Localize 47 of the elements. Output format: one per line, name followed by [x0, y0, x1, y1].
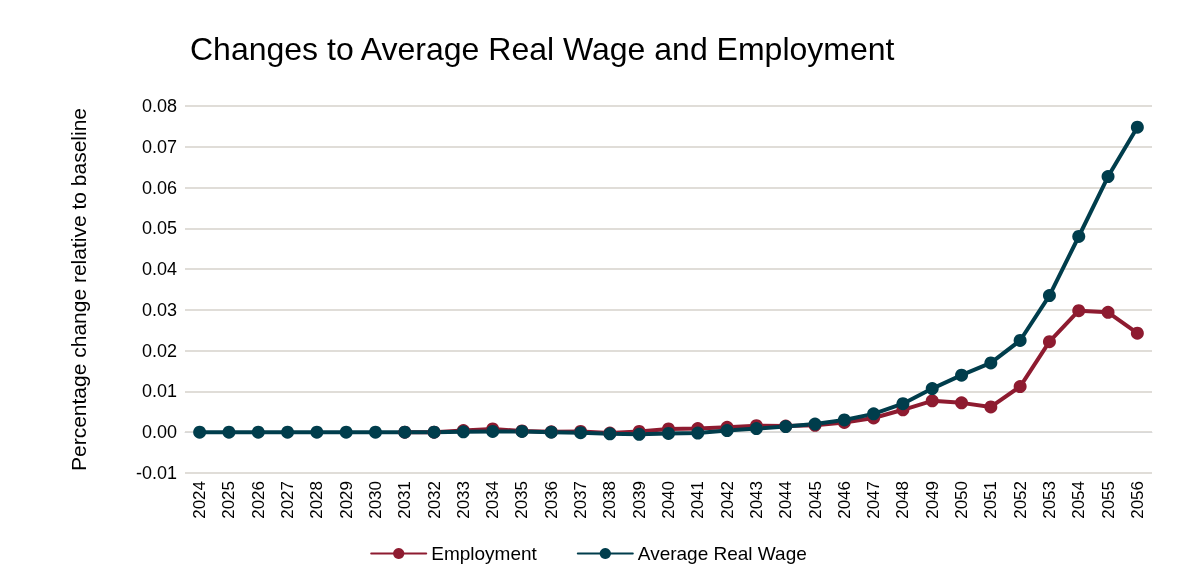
x-tick-label: 2046 — [834, 481, 854, 519]
x-tick-label: 2024 — [190, 481, 210, 519]
x-tick-label: 2039 — [629, 481, 649, 519]
x-tick-label: 2052 — [1010, 481, 1030, 519]
y-tick-label: 0.05 — [141, 218, 177, 239]
y-tick-label: -0.01 — [135, 463, 177, 483]
x-tick-label: 2028 — [307, 481, 327, 519]
x-tick-label: 2045 — [805, 481, 825, 519]
x-tick-label: 2049 — [922, 481, 942, 519]
legend-label: Employment — [431, 543, 538, 564]
x-tick-label: 2043 — [746, 481, 766, 519]
y-tick-label: 0.06 — [141, 177, 177, 198]
x-tick-label: 2027 — [278, 481, 298, 519]
x-tick-label: 2025 — [219, 481, 239, 519]
y-tick-label: 0.08 — [141, 96, 177, 116]
y-tick-label: 0.03 — [141, 299, 177, 320]
x-tick-label: 2056 — [1127, 481, 1147, 519]
y-tick-label: 0.07 — [141, 136, 177, 157]
chart-title: Changes to Average Real Wage and Employment — [190, 31, 895, 67]
y-tick-label: 0.00 — [141, 422, 177, 443]
x-tick-label: 2047 — [864, 481, 884, 519]
x-tick-label: 2029 — [336, 481, 356, 519]
x-tick-label: 2041 — [688, 481, 708, 519]
x-tick-label: 2037 — [571, 481, 591, 519]
x-tick-label: 2050 — [952, 481, 972, 519]
y-tick-label: 0.01 — [141, 381, 177, 402]
x-tick-label: 2035 — [512, 481, 532, 519]
x-tick-label: 2030 — [365, 481, 385, 519]
x-tick-label: 2026 — [248, 481, 268, 519]
y-axis-title: Percentage change relative to baseline — [66, 107, 90, 472]
x-tick-label: 2051 — [981, 481, 1001, 519]
x-tick-label: 2034 — [483, 481, 503, 519]
x-tick-label: 2048 — [893, 481, 913, 519]
x-tick-label: 2036 — [541, 481, 561, 519]
legend-label: Average Real Wage — [637, 543, 807, 564]
x-tick-label: 2033 — [453, 481, 473, 519]
x-tick-label: 2044 — [776, 481, 796, 519]
y-tick-label: 0.02 — [141, 340, 177, 361]
x-tick-label: 2038 — [600, 481, 620, 519]
y-tick-label: 0.04 — [141, 259, 177, 280]
x-tick-label: 2055 — [1098, 481, 1118, 519]
x-tick-label: 2032 — [424, 481, 444, 519]
x-tick-label: 2031 — [395, 481, 415, 519]
x-tick-label: 2040 — [659, 481, 678, 519]
x-tick-label: 2042 — [717, 481, 737, 519]
x-tick-label: 2054 — [1069, 481, 1089, 519]
x-tick-label: 2053 — [1039, 481, 1059, 519]
